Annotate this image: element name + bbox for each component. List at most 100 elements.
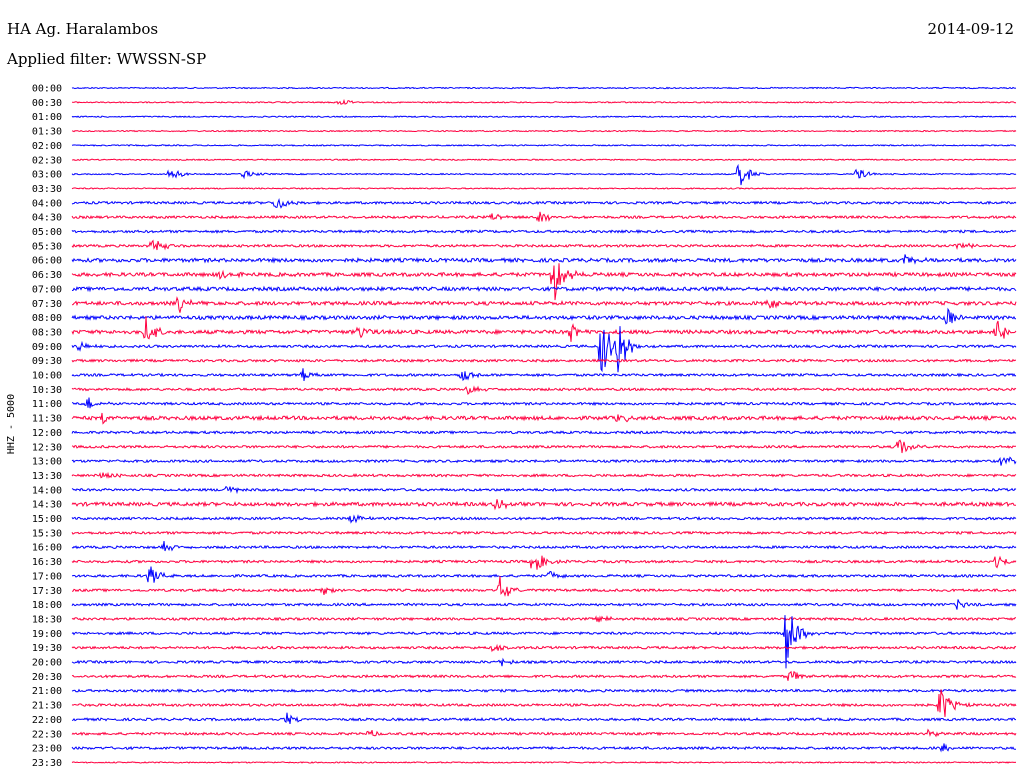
row-label-1100: 11:00 <box>32 399 62 410</box>
trace-0630 <box>71 263 1017 301</box>
trace-group <box>71 86 1017 764</box>
trace-1030 <box>71 385 1017 395</box>
trace-1730 <box>71 576 1017 597</box>
trace-0700 <box>71 285 1017 293</box>
row-label-1000: 10:00 <box>32 371 62 382</box>
trace-1330 <box>71 471 1017 479</box>
row-label-2230: 22:30 <box>32 729 62 740</box>
trace-2300 <box>71 743 1016 753</box>
row-label-2200: 22:00 <box>32 715 62 726</box>
row-label-0430: 04:30 <box>32 213 62 224</box>
filter-subtitle: Applied filter: WWSSN-SP <box>7 50 207 68</box>
trace-1630 <box>71 555 1017 570</box>
row-label-0500: 05:00 <box>32 227 62 238</box>
row-label-1630: 16:30 <box>32 557 62 568</box>
trace-0030 <box>71 98 1017 105</box>
row-label-1900: 19:00 <box>32 629 62 640</box>
trace-0500 <box>71 229 1017 234</box>
trace-2030 <box>71 670 1017 681</box>
trace-2330 <box>71 761 1017 764</box>
trace-0200 <box>71 144 1017 147</box>
row-label-2030: 20:30 <box>32 672 62 683</box>
row-label-0000: 00:00 <box>32 84 62 95</box>
tick-label-group: 00:00 00:30 01:00 01:30 02:00 02:30 03:00 03:30… <box>32 84 62 769</box>
row-label-1830: 18:30 <box>32 614 62 625</box>
row-label-1330: 13:30 <box>32 471 62 482</box>
row-label-0900: 09:00 <box>32 342 62 353</box>
trace-0300 <box>71 163 1017 186</box>
row-label-1200: 12:00 <box>32 428 62 439</box>
trace-2230 <box>71 728 1017 738</box>
trace-1530 <box>71 530 1017 536</box>
trace-0830 <box>71 316 1017 342</box>
station-title: HA Ag. Haralambos <box>7 20 159 38</box>
trace-1230 <box>71 439 1017 454</box>
row-label-1530: 15:30 <box>32 528 62 539</box>
trace-0130 <box>71 129 1017 133</box>
trace-2200 <box>71 712 1016 724</box>
row-label-2100: 21:00 <box>32 686 62 697</box>
row-label-1300: 13:00 <box>32 457 62 468</box>
trace-0100 <box>71 115 1017 119</box>
row-label-1230: 12:30 <box>32 442 62 453</box>
row-label-0830: 08:30 <box>32 327 62 338</box>
row-label-0130: 01:30 <box>32 127 62 138</box>
trace-0400 <box>71 197 1017 209</box>
trace-1000 <box>71 368 1017 382</box>
trace-2000 <box>71 657 1017 667</box>
row-label-0230: 02:30 <box>32 155 62 166</box>
trace-1200 <box>71 430 1017 435</box>
row-label-0630: 06:30 <box>32 270 62 281</box>
y-axis-label: HHZ - 5000 <box>6 394 17 454</box>
row-label-0530: 05:30 <box>32 241 62 252</box>
row-label-1030: 10:30 <box>32 385 62 396</box>
date-label: 2014-09-12 <box>927 20 1014 38</box>
trace-0800 <box>71 307 1016 325</box>
row-label-0200: 02:00 <box>32 141 62 152</box>
row-label-1800: 18:00 <box>32 600 62 611</box>
row-label-0030: 00:30 <box>32 98 62 109</box>
row-label-0330: 03:30 <box>32 184 62 195</box>
trace-1500 <box>71 514 1017 524</box>
row-label-1730: 17:30 <box>32 586 62 597</box>
trace-1900 <box>71 615 1017 669</box>
row-label-2300: 23:00 <box>32 744 62 755</box>
trace-1100 <box>71 397 1017 409</box>
row-label-1400: 14:00 <box>32 485 62 496</box>
trace-0730 <box>71 296 1017 313</box>
trace-1930 <box>71 643 1017 653</box>
row-label-0400: 04:00 <box>32 198 62 209</box>
trace-1430 <box>71 499 1016 511</box>
row-label-0700: 07:00 <box>32 284 62 295</box>
trace-0230 <box>71 158 1017 162</box>
trace-1130 <box>71 412 1017 425</box>
trace-2130 <box>71 689 1017 717</box>
row-label-0600: 06:00 <box>32 256 62 267</box>
row-label-0100: 01:00 <box>32 112 62 123</box>
row-label-0930: 09:30 <box>32 356 62 367</box>
trace-1600 <box>71 541 1017 552</box>
trace-0530 <box>71 239 1017 251</box>
trace-1800 <box>71 599 1017 610</box>
row-label-0730: 07:30 <box>32 299 62 310</box>
row-label-2330: 23:30 <box>32 758 62 769</box>
row-label-1130: 11:30 <box>32 414 62 425</box>
trace-0330 <box>71 187 1017 190</box>
row-label-2130: 21:30 <box>32 701 62 712</box>
row-label-1930: 19:30 <box>32 643 62 654</box>
row-label-1700: 17:00 <box>32 571 62 582</box>
row-label-1430: 14:30 <box>32 500 62 511</box>
trace-0930 <box>71 358 1017 363</box>
trace-0000 <box>71 86 1017 90</box>
row-label-2000: 20:00 <box>32 658 62 669</box>
row-label-1600: 16:00 <box>32 543 62 554</box>
row-label-0800: 08:00 <box>32 313 62 324</box>
trace-2100 <box>71 688 1017 694</box>
row-label-1500: 15:00 <box>32 514 62 525</box>
trace-0900 <box>71 326 1017 373</box>
trace-1300 <box>71 456 1017 466</box>
trace-1830 <box>71 615 1016 623</box>
row-label-0300: 03:00 <box>32 170 62 181</box>
trace-1400 <box>71 485 1017 495</box>
